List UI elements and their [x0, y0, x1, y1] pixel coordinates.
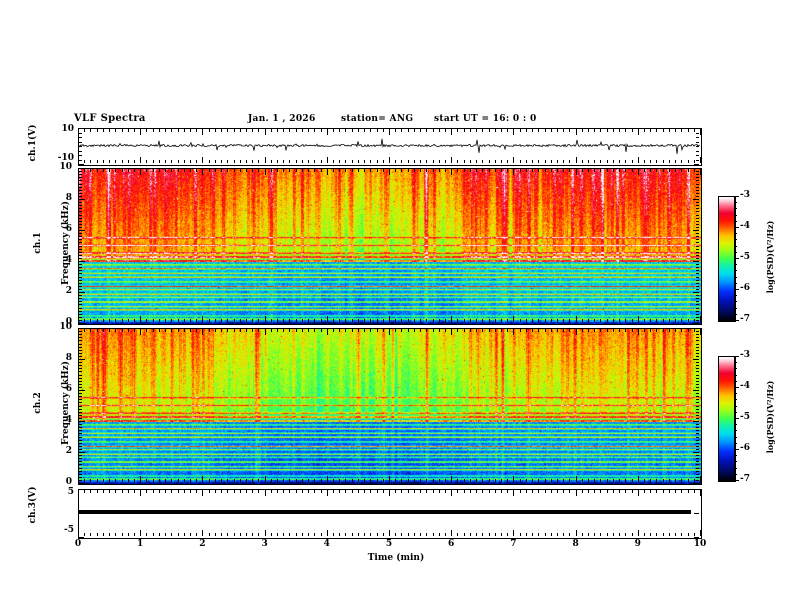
ch1-spec-axis-label: ch.1	[33, 232, 43, 254]
colorbar-ch2-label: log(PSD)(V²/Hz)	[765, 380, 775, 454]
ch3-ytick-bottom: -5	[64, 525, 74, 535]
ch2-spectrogram-canvas	[79, 329, 701, 484]
cbtick-label-cb2-2: -5	[740, 412, 750, 422]
cbtick-label-cb2-0: -3	[740, 350, 750, 360]
xtick-label-7: 7	[510, 539, 517, 549]
cbtick-label-cb1-1: -4	[740, 221, 750, 231]
cbtick-label-cb1-4: -7	[740, 314, 750, 324]
ch1-waveform-trace	[79, 138, 701, 154]
ch1-spectrogram-canvas	[79, 169, 701, 324]
ch3-waveform-panel	[78, 489, 702, 539]
cbtick-label-cb1-3: -6	[740, 283, 750, 293]
ch3-waveform-trace	[79, 510, 691, 514]
ch1-freq-axis-label: Frequency (kHz)	[61, 201, 71, 286]
xtick-label-2: 2	[199, 539, 206, 549]
xtick-label-5: 5	[385, 539, 393, 549]
ch1-ytick-bottom: -10	[57, 153, 74, 163]
cbtick-label-cb1-2: -5	[740, 252, 750, 262]
ytick-label-ch2-5: 10	[59, 322, 72, 332]
ytick-label-ch1-5: 10	[59, 162, 72, 172]
colorbar-ch2	[718, 356, 736, 482]
ch3-ytick-top: 5	[67, 487, 74, 497]
figure-date: Jan. 1 , 2026	[248, 114, 316, 124]
ch2-spectrogram	[78, 328, 702, 485]
xtick-label-9: 9	[634, 539, 641, 549]
ch2-freq-axis-label: Frequency (kHz)	[61, 361, 71, 446]
colorbar-ch1-label: log(PSD)(V²/Hz)	[765, 220, 775, 294]
xtick-label-3: 3	[261, 539, 268, 549]
cbtick-label-cb2-3: -6	[740, 443, 750, 453]
ch3-axis-label: ch.3(V)	[28, 486, 38, 524]
figure-title: VLF Spectra	[74, 113, 146, 124]
cbtick-label-cb2-1: -4	[740, 381, 750, 391]
ch1-spectrogram	[78, 168, 702, 325]
xtick-label-1: 1	[137, 539, 144, 549]
xtick-label-4: 4	[323, 539, 330, 549]
ch1-ytick-top: 10	[61, 124, 74, 134]
ytick-label-ch2-0: 0	[65, 477, 72, 487]
xtick-label-10: 10	[693, 539, 707, 549]
xtick-label-0: 0	[74, 539, 82, 549]
cbtick-label-cb1-0: -3	[740, 190, 750, 200]
ch1-axis-label: ch.1(V)	[28, 124, 38, 162]
cbtick-label-cb2-4: -7	[740, 474, 750, 484]
x-axis-label: Time (min)	[367, 553, 425, 563]
ch2-spec-axis-label: ch.2	[33, 392, 43, 414]
ytick-label-ch1-0: 0	[65, 317, 72, 327]
ch1-waveform-panel	[78, 128, 702, 166]
xtick-label-8: 8	[572, 539, 579, 549]
xtick-label-6: 6	[448, 539, 455, 549]
figure-start-ut: start UT = 16: 0 : 0	[434, 114, 537, 124]
colorbar-ch1	[718, 196, 736, 322]
figure-station: station= ANG	[341, 114, 414, 124]
